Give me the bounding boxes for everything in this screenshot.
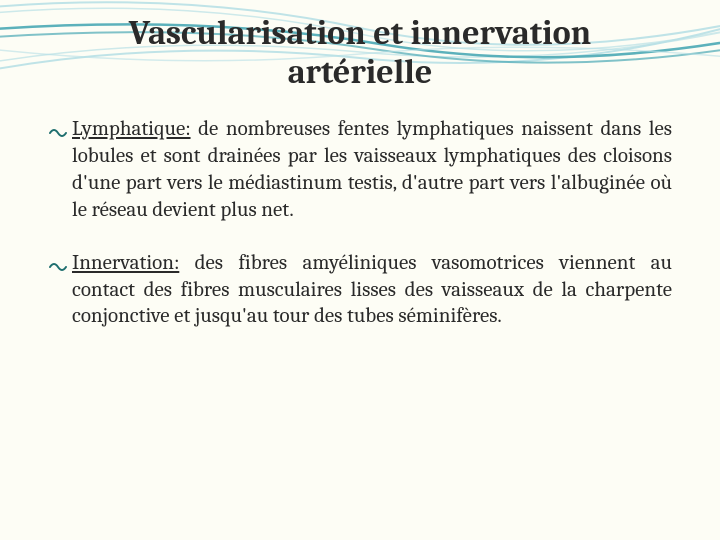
slide-title: Vascularisation et innervation artériell…	[0, 0, 720, 92]
bullet-icon	[48, 122, 68, 149]
bullet-text: Innervation: des fibres amyéliniques vas…	[72, 250, 672, 331]
bullet-lead: Lymphatique:	[72, 117, 191, 141]
bullet-lead: Innervation:	[72, 251, 179, 275]
slide-body: Lymphatique: de nombreuses fentes lympha…	[0, 92, 720, 330]
bullet-icon	[48, 256, 68, 283]
list-item: Lymphatique: de nombreuses fentes lympha…	[48, 116, 672, 224]
list-item: Innervation: des fibres amyéliniques vas…	[48, 250, 672, 331]
bullet-text: Lymphatique: de nombreuses fentes lympha…	[72, 116, 672, 224]
